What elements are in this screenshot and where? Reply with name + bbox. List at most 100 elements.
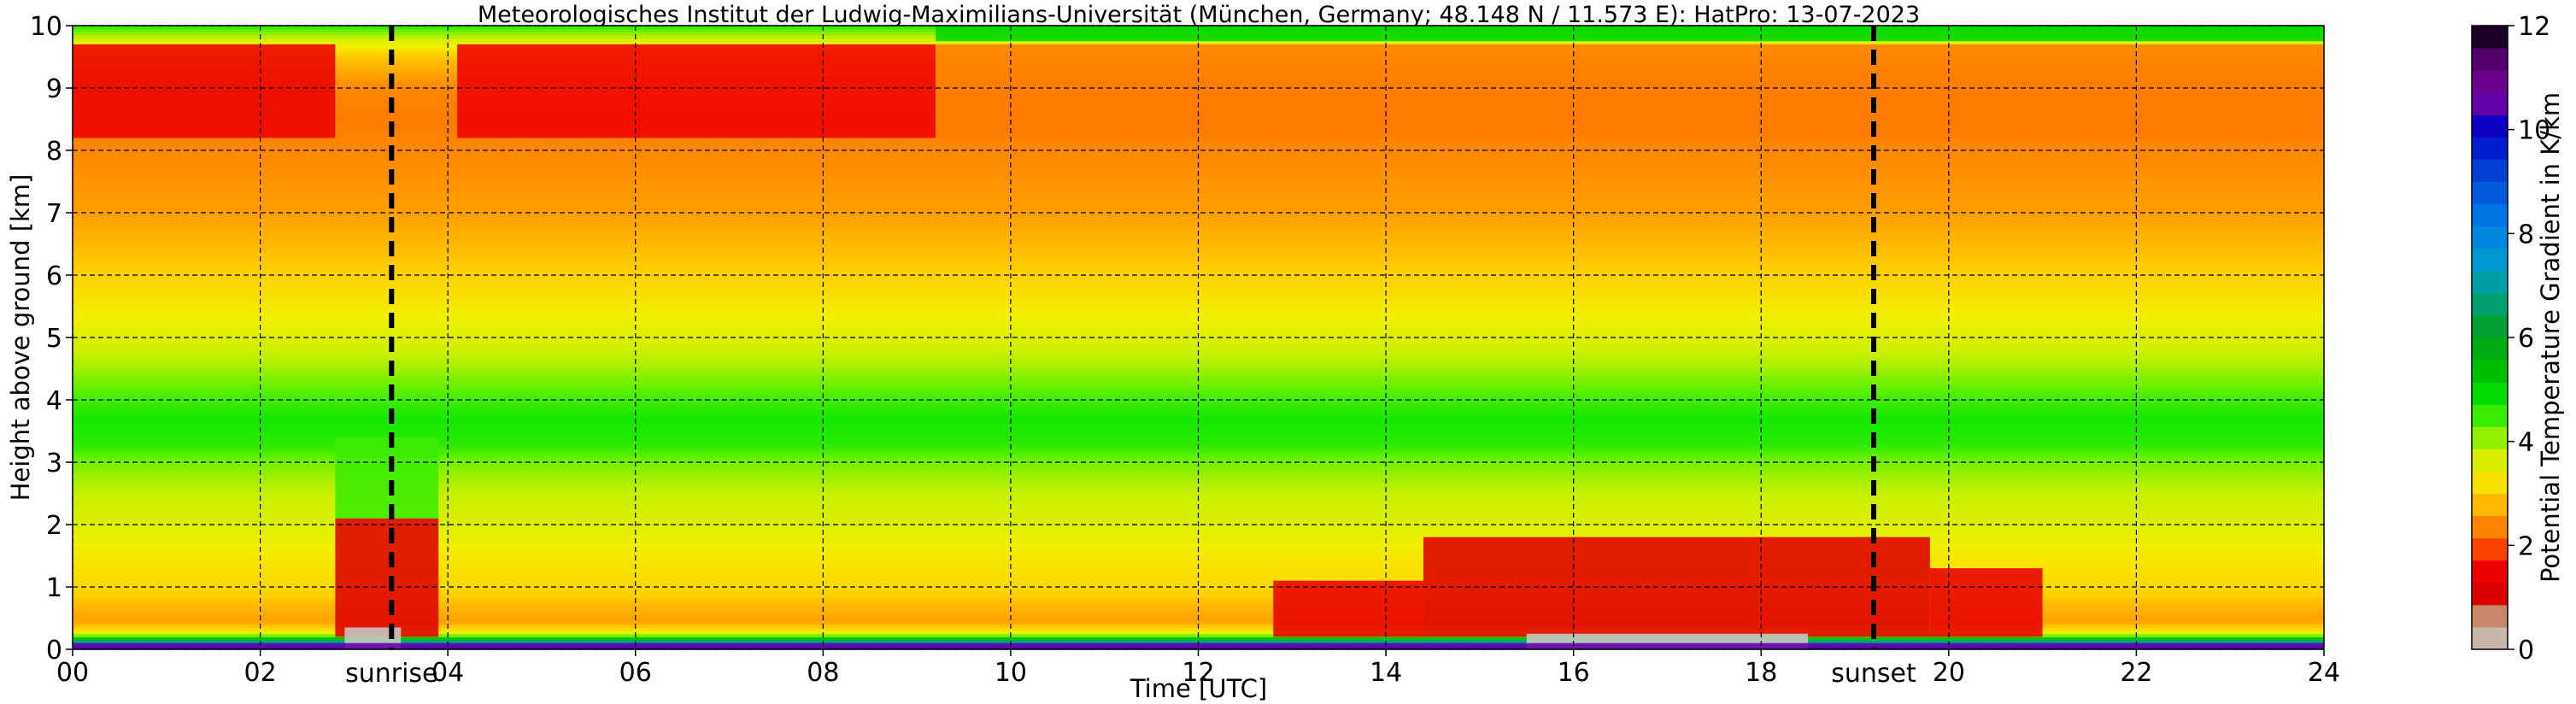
- heatmap-feature: [457, 44, 936, 138]
- heatmap-band: [73, 620, 2324, 625]
- heatmap-band: [73, 465, 2324, 469]
- colorbar-segment: [2472, 471, 2508, 494]
- y-tick-label: 3: [46, 449, 62, 478]
- colorbar-segment: [2472, 626, 2508, 650]
- heatmap-band: [73, 321, 2324, 326]
- heatmap-band: [73, 227, 2324, 232]
- chart-title: Meteorologisches Institut der Ludwig-Max…: [478, 2, 1920, 28]
- marker-label-sunset: sunset: [1831, 659, 1916, 689]
- heatmap-band: [73, 399, 2324, 404]
- heatmap-band: [73, 278, 2324, 282]
- heatmap-band: [73, 431, 2324, 435]
- heatmap-band: [73, 561, 2324, 566]
- heatmap-band: [73, 518, 2324, 522]
- x-tick-label: 04: [431, 658, 464, 688]
- heatmap-band: [73, 567, 2324, 572]
- heatmap-band: [73, 193, 2324, 198]
- colorbar-segment: [2472, 382, 2508, 405]
- x-tick-label: 08: [807, 658, 839, 688]
- heatmap-band: [73, 424, 2324, 429]
- colorbar-segment: [2472, 270, 2508, 294]
- y-tick-label: 6: [46, 261, 62, 291]
- heatmap-band: [73, 252, 2324, 257]
- heatmap-band: [73, 630, 2324, 635]
- colorbar-segment: [2472, 92, 2508, 115]
- heatmap-band: [73, 405, 2324, 410]
- x-axis-label: Time [UTC]: [1130, 674, 1267, 703]
- colorbar-segment: [2472, 515, 2508, 539]
- heatmap-band: [73, 527, 2324, 531]
- colorbar-tick-label: 8: [2518, 220, 2534, 249]
- colorbar-segment: [2472, 248, 2508, 272]
- colorbar-segment: [2472, 181, 2508, 205]
- heatmap-band: [73, 296, 2324, 301]
- heatmap-band: [73, 337, 2324, 342]
- heatmap-band: [73, 361, 2324, 367]
- colorbar: 0 2 4 6 8 10 12 Potential Temperature Gradient…: [2471, 12, 2565, 666]
- colorbar-segment: [2472, 48, 2508, 71]
- colorbar-tick-label: 6: [2518, 324, 2534, 354]
- heatmap-band: [73, 380, 2324, 385]
- colorbar-segment: [2472, 159, 2508, 182]
- heatmap-band: [73, 543, 2324, 548]
- heatmap-band: [73, 458, 2324, 463]
- heatmap-band: [73, 165, 2324, 170]
- x-tick-label: 00: [56, 658, 89, 688]
- colorbar-segment: [2472, 449, 2508, 472]
- y-tick-label: 1: [46, 573, 62, 603]
- heatmap-band: [73, 508, 2324, 513]
- heatmap-band: [73, 208, 2324, 214]
- colorbar-segment: [2472, 537, 2508, 561]
- colorbar-segment: [2472, 426, 2508, 449]
- y-tick-label: 9: [46, 74, 62, 104]
- y-tick-label: 4: [46, 386, 62, 416]
- heatmap-feature: [73, 642, 2324, 649]
- y-tick-label: 0: [46, 636, 62, 666]
- heatmap-band: [73, 346, 2324, 351]
- heatmap-feature: [936, 26, 2324, 42]
- heatmap-feature: [335, 437, 439, 519]
- heatmap-band: [73, 586, 2324, 591]
- heatmap-band: [73, 439, 2324, 444]
- y-tick-label: 10: [30, 12, 62, 42]
- heatmap-band: [73, 287, 2324, 291]
- colorbar-tick-label: 4: [2518, 428, 2534, 458]
- colorbar-segment: [2472, 337, 2508, 361]
- heatmap-band: [73, 592, 2324, 597]
- heatmap-band: [73, 184, 2324, 189]
- heatmap-band: [73, 302, 2324, 307]
- colorbar-segment: [2472, 604, 2508, 628]
- colorbar-segment: [2472, 203, 2508, 227]
- heatmap-band: [73, 577, 2324, 582]
- heatmap-band: [73, 595, 2324, 601]
- heatmap-band: [73, 174, 2324, 179]
- heatmap-band: [73, 636, 2324, 641]
- colorbar-segment: [2472, 137, 2508, 160]
- heatmap-band: [73, 365, 2324, 369]
- heatmap-band: [73, 499, 2324, 503]
- colorbar-tick-label: 12: [2518, 12, 2550, 42]
- heatmap-band: [73, 312, 2324, 316]
- heatmap-band: [73, 396, 2324, 401]
- colorbar-segment: [2472, 404, 2508, 427]
- heatmap-band: [73, 202, 2324, 208]
- y-axis: 0 1 2 3 4 5 6 7 8 9 10: [30, 12, 73, 666]
- heatmap-band: [73, 331, 2324, 335]
- colorbar-tick-label: 0: [2518, 636, 2534, 666]
- heatmap-band: [73, 159, 2324, 164]
- colorbar-segment: [2472, 582, 2508, 606]
- x-tick-label: 20: [1933, 658, 1965, 688]
- heatmap-band: [73, 484, 2324, 488]
- heatmap-band: [73, 493, 2324, 497]
- marker-label-sunrise: sunrise: [345, 659, 437, 689]
- marker-labels: sunrise sunset: [345, 659, 1916, 689]
- x-tick-label: 22: [2120, 658, 2152, 688]
- x-tick-label: 14: [1370, 658, 1402, 688]
- heatmap-band: [73, 168, 2324, 173]
- colorbar-segment: [2472, 314, 2508, 338]
- heatmap-band: [73, 199, 2324, 204]
- y-axis-label: Height above ground [km]: [6, 174, 35, 502]
- heatmap-feature: [1929, 568, 2043, 637]
- heatmap-band: [73, 552, 2324, 556]
